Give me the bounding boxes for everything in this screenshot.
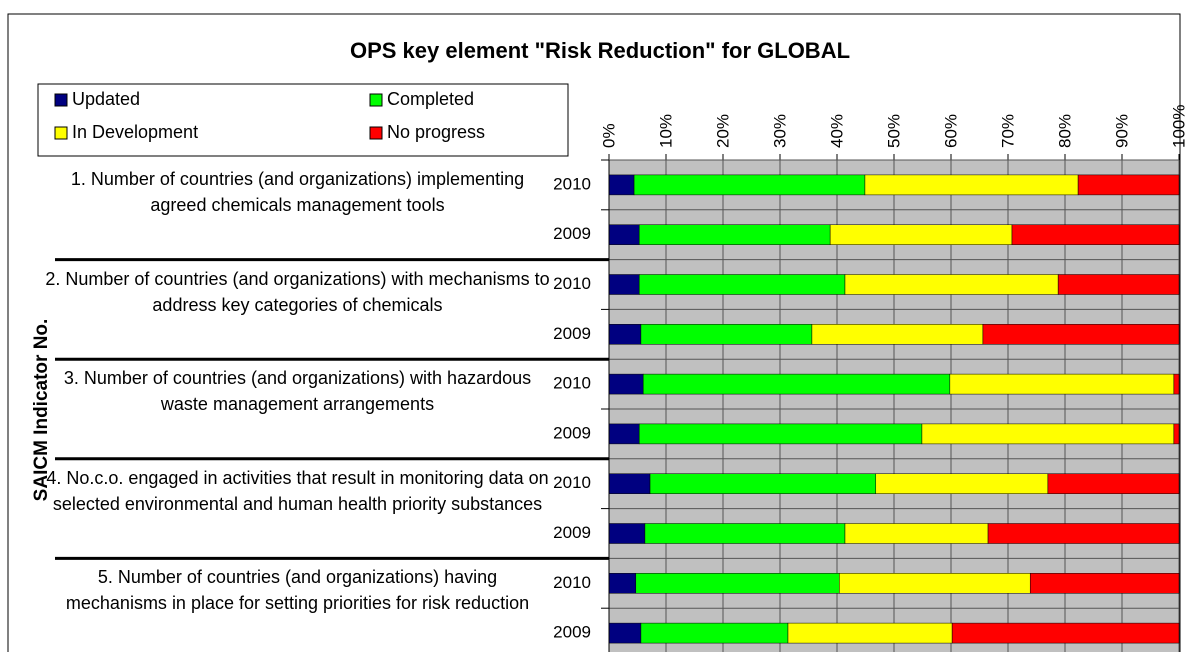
x-tick-label: 70% [998, 114, 1017, 148]
legend-box [37, 83, 569, 157]
bar-segment [649, 473, 877, 494]
group-label: 2. Number of countries (and organization… [45, 268, 550, 315]
x-tick-label: 10% [656, 114, 675, 148]
bar-segment [864, 174, 1079, 196]
legend-swatch [54, 93, 68, 107]
bar-segment [640, 324, 813, 345]
bar-segment [875, 473, 1049, 494]
legend-label: Completed [387, 89, 474, 109]
bar-segment [608, 473, 651, 494]
x-tick-label: 20% [713, 114, 732, 148]
group-label: 1. Number of countries (and organization… [70, 169, 525, 215]
group-label: 5. Number of countries (and organization… [65, 567, 530, 614]
legend-label: Updated [72, 89, 140, 109]
legend-swatch [54, 126, 68, 140]
y-tick-label: 2010 [553, 473, 591, 492]
y-tick-label: 2009 [553, 523, 591, 542]
group-label: 4. No.c.o. engaged in activities that re… [46, 467, 549, 514]
y-tick-label: 2010 [553, 274, 591, 293]
y-tick-label: 2009 [553, 324, 591, 343]
legend-label: In Development [72, 122, 198, 142]
group-label: 3. Number of countries (and organization… [63, 368, 532, 415]
bar-segment [811, 324, 984, 345]
group-label-box: 4. No.c.o. engaged in activities that re… [46, 467, 549, 514]
bar-segment [608, 622, 642, 644]
bar-segment [633, 174, 866, 196]
bar-segment [638, 274, 846, 295]
x-tick-label: 40% [827, 114, 846, 148]
bar-segment [608, 224, 640, 245]
bar-segment [951, 622, 1180, 644]
bar-segment [1029, 573, 1180, 594]
bar-segment [844, 523, 989, 544]
bar-segment [608, 274, 640, 295]
y-tick-label: 2010 [553, 174, 591, 193]
bar-segment [1057, 274, 1180, 295]
y-tick-label: 2010 [553, 374, 591, 393]
bar-segment [949, 373, 1175, 395]
x-tick-label: 0% [599, 123, 618, 148]
bar-segment [987, 523, 1180, 544]
legend-label: No progress [387, 122, 485, 142]
chart-title: OPS key element "Risk Reduction" for GLO… [350, 38, 850, 63]
bar-segment [608, 573, 637, 594]
bar-segment [1173, 373, 1180, 395]
y-tick-label: 2009 [553, 423, 591, 442]
y-tick-label: 2009 [553, 623, 591, 642]
x-tick-label: 30% [770, 114, 789, 148]
bar-segment [608, 523, 646, 544]
bar-segment [982, 324, 1180, 345]
bar-segment [608, 373, 644, 395]
bar-segment [839, 573, 1031, 594]
y-tick-label: 2009 [553, 224, 591, 243]
bar-segment [1077, 174, 1180, 196]
bar-segment [787, 622, 953, 644]
x-tick-label: 80% [1055, 114, 1074, 148]
x-tick-label: 90% [1112, 114, 1131, 148]
bar-segment [1047, 473, 1180, 494]
group-label-box: 2. Number of countries (and organization… [45, 268, 550, 315]
y-axis-label: SAICM Indicator No. [31, 319, 52, 502]
bar-segment [638, 423, 923, 445]
bar-segment [1173, 423, 1180, 445]
bar-segment [829, 224, 1013, 245]
group-label-box: 5. Number of countries (and organization… [65, 567, 530, 614]
x-tick-label: 50% [884, 114, 903, 148]
x-tick-label: 100% [1169, 105, 1186, 148]
bar-segment [635, 573, 840, 594]
bar-segment [608, 324, 642, 345]
group-label-box: 1. Number of countries (and organization… [70, 169, 525, 215]
bar-segment [608, 174, 635, 196]
bar-segment [608, 423, 640, 445]
legend-swatch [369, 126, 383, 140]
bar-segment [642, 373, 951, 395]
bar-segment [644, 523, 846, 544]
bar-segment [1011, 224, 1180, 245]
legend-swatch [369, 93, 383, 107]
group-label-box: 3. Number of countries (and organization… [63, 368, 532, 415]
bar-segment [844, 274, 1059, 295]
bar-segment [921, 423, 1175, 445]
x-tick-label: 60% [941, 114, 960, 148]
bar-segment [640, 622, 789, 644]
bar-segment [638, 224, 831, 245]
y-tick-label: 2010 [553, 573, 591, 592]
